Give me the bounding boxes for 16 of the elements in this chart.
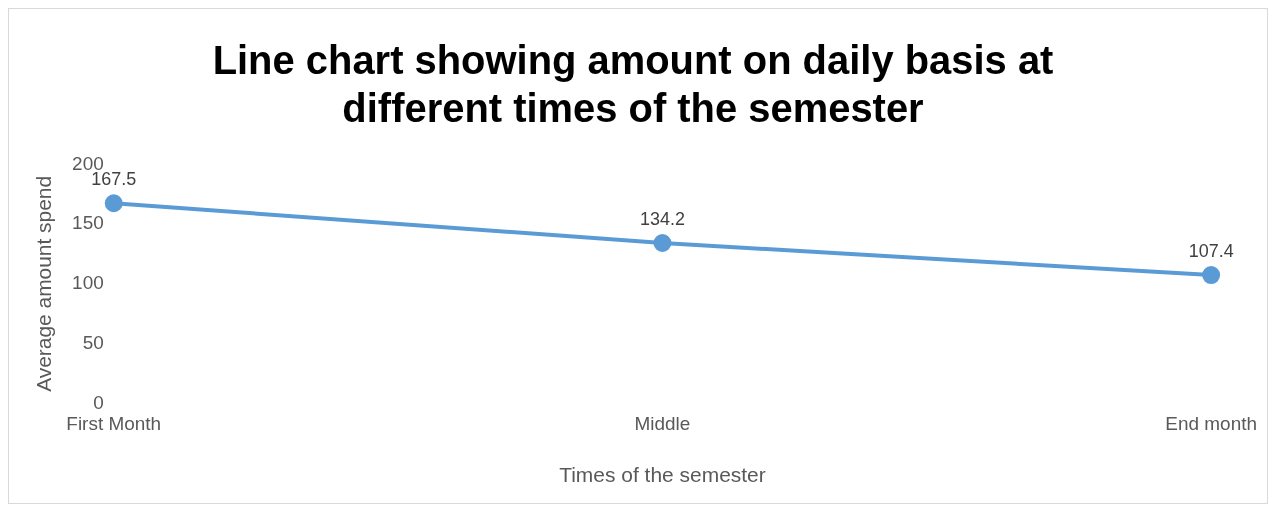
data-label: 167.5 [91,169,137,190]
y-tick-label: 0 [93,391,104,413]
data-label: 107.4 [1188,241,1234,262]
point [104,194,123,213]
point [1202,266,1221,285]
y-tick-label: 100 [72,272,104,294]
y-tick-label: 50 [82,331,104,353]
x-axis-title: Times of the semester [559,463,766,487]
point [653,234,672,252]
chart-title: Line chart showing amount on daily basis at different times of the semester [212,37,1054,130]
x-tick-label: Middle [634,412,691,434]
x-tick-label: First Month [66,412,162,434]
y-axis-title: Average amount spend [32,175,56,392]
data-label: 134.2 [639,209,685,230]
x-tick-label: End month [1165,412,1257,434]
y-tick-label: 150 [72,212,104,234]
